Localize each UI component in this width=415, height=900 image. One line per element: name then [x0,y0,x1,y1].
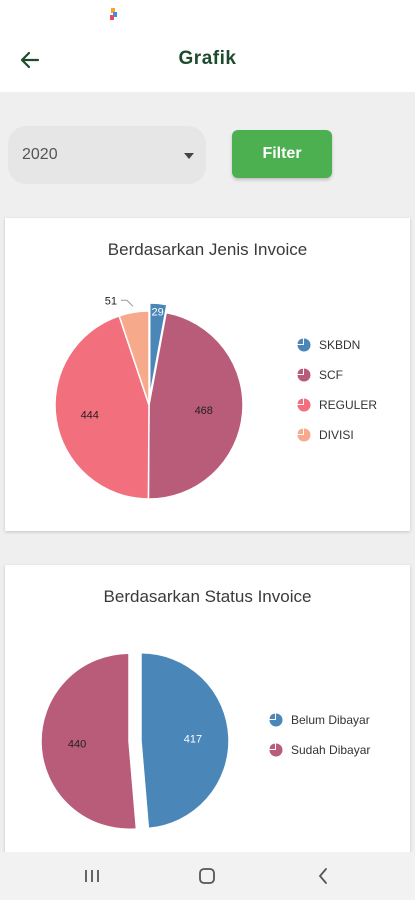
page-title: Grafik [178,48,237,69]
legend-item-divisi: DIVISI [297,420,377,450]
filter-row: 2020 Filter [0,120,415,190]
system-nav-bar [0,852,415,900]
pie-slice-scf [147,311,244,500]
chart-title: Berdasarkan Jenis Invoice [107,240,308,259]
legend-item-skbdn: SKBDN [297,330,377,360]
pie-legend-icon [269,713,283,727]
pie-legend-icon [297,428,311,442]
recent-apps-icon [85,870,99,882]
chevron-left-icon [318,868,327,884]
chart-card-jenis-invoice: Berdasarkan Jenis Invoice 29 468 444 51 SKB… [5,218,410,531]
pie-value-label-sudah-dibayar: 440 [68,738,86,750]
pie-chart-jenis-invoice: 29 468 444 51 [54,295,244,500]
pie-legend-icon [297,368,311,382]
legend-label: REGULER [319,398,378,412]
pie-value-label-divisi: 51 [105,295,117,307]
pie-slice-divisi [118,310,150,406]
pie-slice-sudah-dibayar [40,652,138,831]
pie-value-label-skbdn: 29 [151,306,163,318]
chart-title: Berdasarkan Status Invoice [103,587,312,606]
year-select[interactable]: 2020 [8,126,206,184]
filter-button[interactable]: Filter [232,130,332,178]
back-nav-button[interactable] [311,864,335,888]
status-bar [0,0,415,28]
pie-chart-status-invoice: 417 440 [40,651,230,831]
pie-value-label-reguler: 444 [81,409,99,421]
pie-legend-icon [269,743,283,757]
arrow-left-icon [20,51,40,69]
chart-card-status-invoice: Berdasarkan Status Invoice 417 440 Belum … [5,565,410,855]
back-button[interactable] [12,42,48,78]
chart-legend: Belum Dibayar Sudah Dibayar [269,705,370,765]
legend-label: SKBDN [319,338,361,352]
pie-legend-icon [297,338,311,352]
legend-item-belum-dibayar: Belum Dibayar [269,705,370,735]
pie-legend-icon [297,398,311,412]
legend-label: DIVISI [319,428,354,442]
year-select-value: 2020 [22,146,58,163]
app-notification-icon [110,8,117,20]
legend-item-sudah-dibayar: Sudah Dibayar [269,735,370,765]
legend-item-reguler: REGULER [297,390,377,420]
home-button[interactable] [195,864,219,888]
legend-item-scf: SCF [297,360,377,390]
home-icon [199,868,215,884]
recent-apps-button[interactable] [80,864,104,888]
dropdown-arrow-icon [184,153,194,159]
pie-value-label-belum-dibayar: 417 [184,734,202,746]
legend-label: Belum Dibayar [291,713,370,727]
pie-slice-belum-dibayar [140,651,230,830]
pie-slice-reguler [54,314,150,500]
app-bar: Grafik [0,28,415,92]
legend-label: Sudah Dibayar [291,743,371,757]
pie-slice-skbdn [148,302,168,398]
pie-value-label-scf: 468 [195,405,213,417]
chart-legend: SKBDN SCF REGULER DIVISI [297,330,377,450]
legend-label: SCF [319,368,343,382]
pie-label-leader-divisi [120,299,134,307]
